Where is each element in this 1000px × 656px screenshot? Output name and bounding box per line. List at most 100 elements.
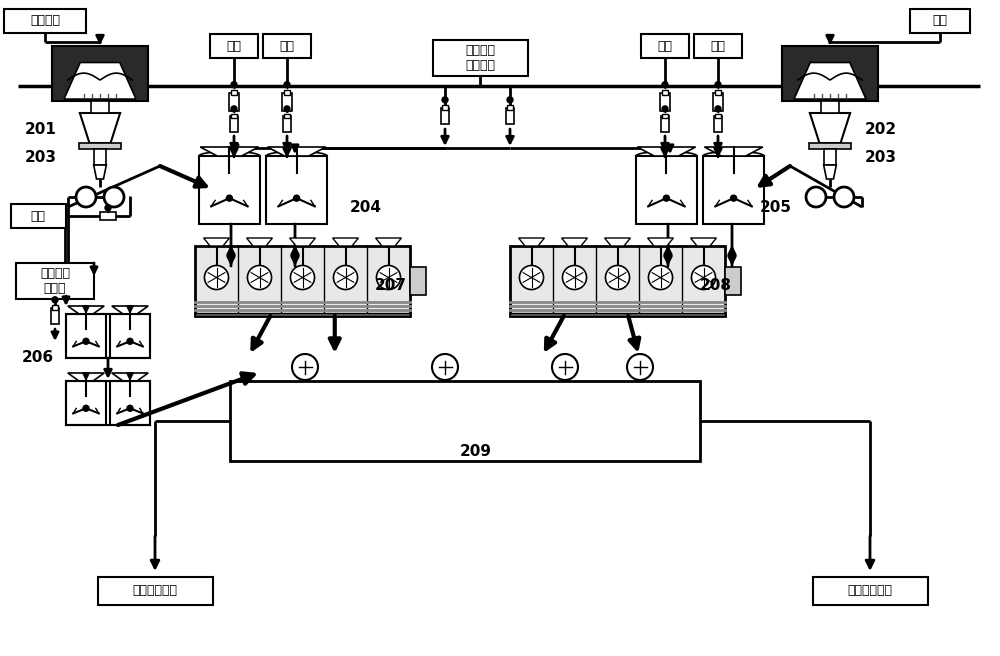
Bar — [782, 46, 878, 101]
Bar — [432, 40, 528, 76]
Bar — [694, 34, 742, 58]
Bar — [641, 34, 689, 58]
Text: 206: 206 — [22, 350, 54, 365]
Bar — [266, 156, 327, 224]
Polygon shape — [112, 306, 148, 314]
Text: 去浮选尾沙库: 去浮选尾沙库 — [848, 584, 893, 598]
Bar — [282, 93, 292, 111]
Polygon shape — [691, 238, 716, 246]
Text: 202: 202 — [865, 121, 897, 136]
Polygon shape — [204, 238, 229, 246]
Bar — [231, 90, 237, 95]
Bar — [91, 101, 109, 113]
Circle shape — [333, 266, 358, 289]
Polygon shape — [64, 62, 136, 99]
Circle shape — [648, 266, 673, 289]
Bar — [4, 9, 86, 33]
Bar — [821, 101, 839, 113]
Circle shape — [284, 106, 290, 112]
Bar — [824, 149, 836, 165]
Polygon shape — [637, 147, 696, 156]
Polygon shape — [247, 238, 272, 246]
Bar — [52, 46, 148, 101]
Bar — [230, 116, 238, 132]
Polygon shape — [810, 113, 850, 143]
Bar — [284, 90, 290, 95]
Bar — [98, 577, 212, 605]
Polygon shape — [200, 147, 259, 156]
Circle shape — [605, 266, 630, 289]
Bar — [703, 156, 764, 224]
Circle shape — [432, 354, 458, 380]
Circle shape — [834, 187, 854, 207]
Bar — [263, 34, 311, 58]
Circle shape — [127, 405, 133, 411]
Bar — [231, 114, 237, 118]
Text: 203: 203 — [25, 150, 57, 165]
Bar — [195, 246, 410, 316]
Polygon shape — [68, 373, 104, 381]
Bar — [66, 314, 106, 358]
Bar — [510, 313, 725, 316]
Bar — [636, 156, 697, 224]
Text: 201: 201 — [25, 121, 57, 136]
Circle shape — [663, 195, 669, 201]
Polygon shape — [704, 147, 763, 156]
Circle shape — [627, 354, 653, 380]
Bar — [510, 246, 725, 316]
Bar — [210, 34, 258, 58]
Circle shape — [294, 195, 300, 201]
Polygon shape — [68, 306, 104, 314]
Circle shape — [284, 82, 290, 88]
Text: 自环保水
处理系统: 自环保水 处理系统 — [465, 44, 495, 72]
Bar — [809, 143, 851, 149]
Circle shape — [83, 405, 89, 411]
Bar — [229, 93, 239, 111]
Text: 药剂: 药剂 — [658, 39, 672, 52]
Bar — [506, 108, 514, 125]
Circle shape — [715, 82, 721, 88]
Text: 209: 209 — [460, 443, 492, 459]
Circle shape — [231, 82, 237, 88]
Bar — [110, 314, 150, 358]
Circle shape — [104, 187, 124, 207]
Circle shape — [376, 266, 401, 289]
Polygon shape — [80, 113, 120, 143]
Polygon shape — [562, 238, 587, 246]
Bar — [661, 116, 669, 132]
Polygon shape — [648, 238, 673, 246]
Bar — [52, 305, 58, 310]
Text: 去浮选精沙库: 去浮选精沙库 — [132, 584, 178, 598]
Bar — [94, 149, 106, 165]
Text: 204: 204 — [350, 201, 382, 216]
Bar — [284, 114, 290, 118]
Bar — [660, 93, 670, 111]
Circle shape — [290, 266, 315, 289]
Circle shape — [52, 297, 58, 303]
Bar — [662, 114, 668, 118]
Polygon shape — [112, 373, 148, 381]
Circle shape — [247, 266, 272, 289]
Circle shape — [691, 266, 716, 289]
Polygon shape — [333, 238, 358, 246]
Text: 药剂: 药剂 — [30, 209, 46, 222]
Bar — [715, 114, 721, 118]
Polygon shape — [824, 165, 836, 179]
Circle shape — [226, 195, 232, 201]
Polygon shape — [794, 62, 866, 99]
Text: 208: 208 — [700, 279, 732, 293]
Bar — [195, 313, 410, 316]
Bar — [110, 381, 150, 425]
Text: 205: 205 — [760, 201, 792, 216]
Bar — [410, 267, 426, 295]
Bar — [725, 267, 741, 295]
Bar — [10, 204, 66, 228]
Bar — [910, 9, 970, 33]
Bar — [100, 212, 116, 220]
Bar — [66, 381, 150, 425]
Polygon shape — [605, 238, 630, 246]
Circle shape — [76, 187, 96, 207]
Circle shape — [231, 106, 237, 112]
Text: 207: 207 — [375, 279, 407, 293]
Bar — [66, 381, 106, 425]
